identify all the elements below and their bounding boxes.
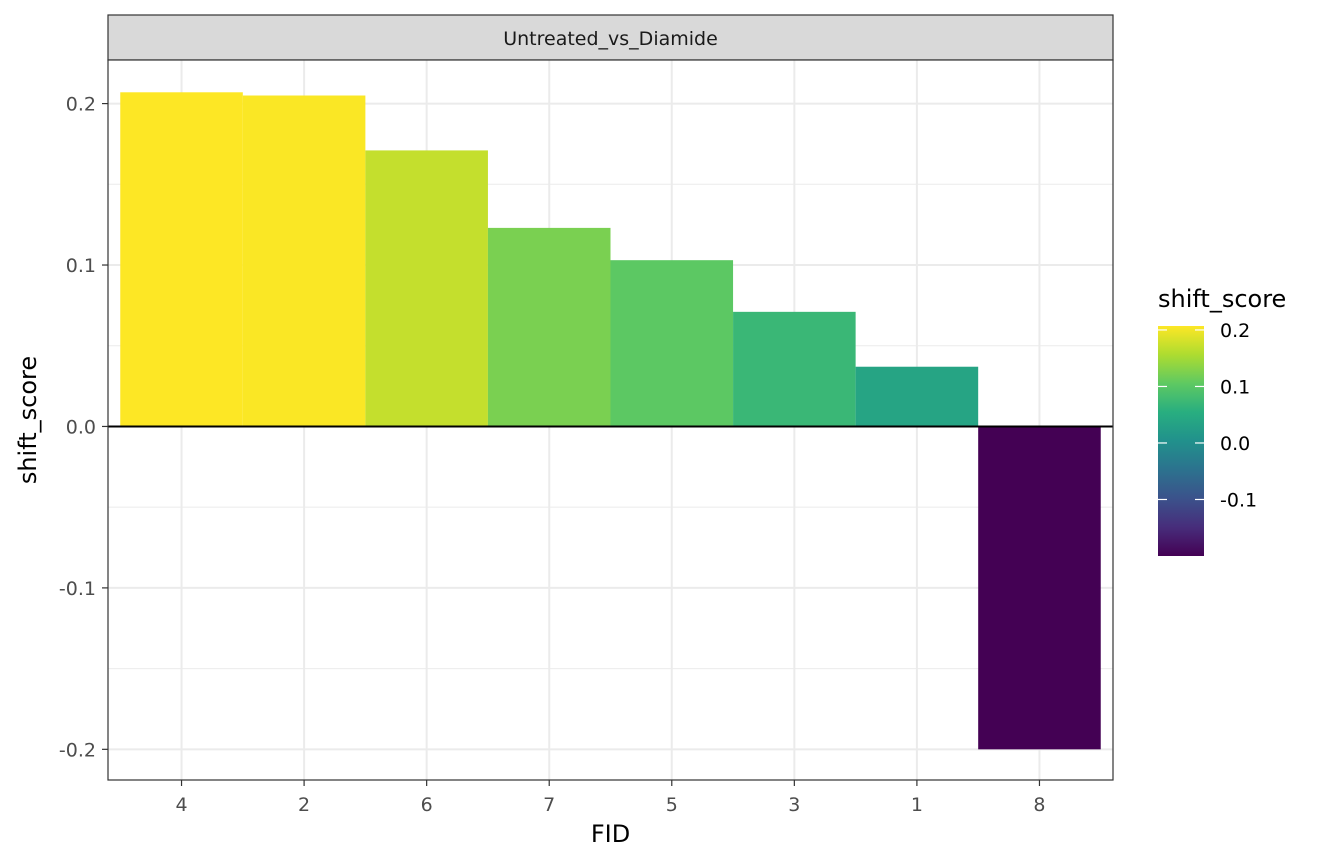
bars [120, 92, 1101, 750]
x-tick-label: 7 [543, 794, 555, 816]
y-tick-label: 0.2 [66, 94, 96, 116]
bar-3 [733, 311, 856, 427]
x-tick-label: 6 [421, 794, 433, 816]
legend-colorbar [1158, 326, 1204, 556]
bar-4 [120, 92, 243, 427]
legend: shift_score 0.2 0.1 0.0 -0.1 [1158, 285, 1286, 556]
legend-tick-label: -0.1 [1220, 489, 1257, 511]
y-axis-title: shift_score [14, 356, 42, 484]
x-axis-title: FID [591, 820, 630, 848]
bar-7 [487, 227, 611, 427]
legend-tick-label: 0.0 [1220, 433, 1250, 455]
bar-2 [242, 95, 366, 427]
bar-1 [855, 366, 979, 427]
y-tick-label: 0.1 [66, 255, 96, 277]
plot-panel-border [107, 59, 1114, 781]
y-tick-label: -0.1 [59, 578, 96, 600]
facet-strip-label: Untreated_vs_Diamide [503, 28, 718, 50]
y-tick-label: 0.0 [66, 416, 96, 438]
legend-ticks: 0.2 0.1 0.0 -0.1 [1158, 320, 1257, 511]
x-tick-label: 1 [911, 794, 923, 816]
x-axis: 4 2 6 7 5 3 1 8 [175, 780, 1046, 816]
legend-tick-label: 0.2 [1220, 320, 1250, 342]
legend-tick-label: 0.1 [1220, 376, 1250, 398]
x-tick-label: 3 [788, 794, 800, 816]
x-tick-label: 4 [175, 794, 187, 816]
bar-5 [610, 260, 734, 427]
legend-title: shift_score [1158, 285, 1286, 313]
x-tick-label: 5 [666, 794, 678, 816]
y-tick-label: -0.2 [59, 739, 96, 761]
bar-8 [978, 426, 1101, 750]
facet-strip [107, 14, 1114, 61]
y-axis: -0.2 -0.1 0.0 0.1 0.2 [59, 94, 108, 761]
x-tick-label: 2 [298, 794, 310, 816]
bar-6 [365, 150, 488, 427]
x-tick-label: 8 [1033, 794, 1045, 816]
